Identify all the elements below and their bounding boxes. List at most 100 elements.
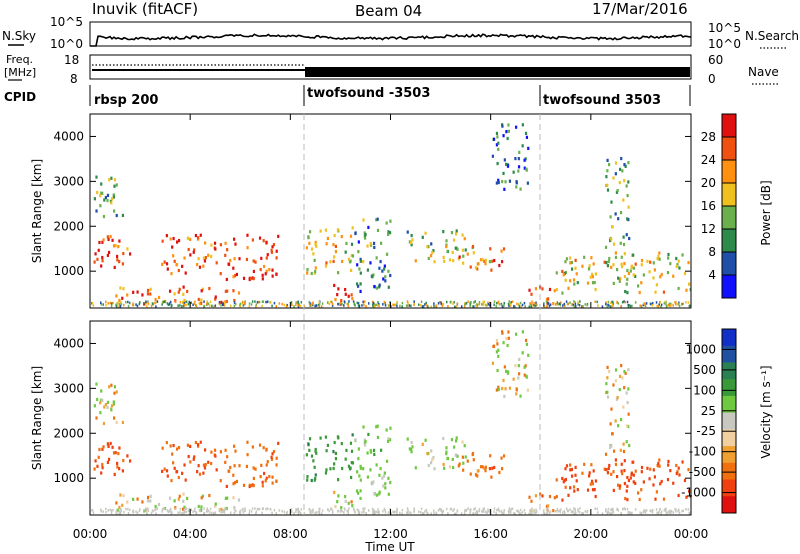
echo-cell [211, 304, 213, 308]
echo-cell [125, 507, 127, 511]
echo-cell [426, 244, 429, 249]
echo-cell [354, 438, 357, 442]
echo-cell [623, 481, 627, 486]
echo-cell [426, 304, 428, 307]
echo-cell [181, 471, 184, 475]
echo-cell [125, 300, 127, 304]
echo-cell [113, 178, 116, 182]
echo-cell [333, 490, 336, 495]
echo-cell [285, 304, 288, 308]
echo-cell [498, 470, 501, 475]
echo-cell [628, 443, 631, 448]
echo-cell [271, 274, 274, 278]
echo-cell [372, 508, 375, 512]
echo-cell [505, 162, 508, 166]
echo-cell [579, 507, 581, 510]
echo-cell [625, 282, 628, 286]
echo-cell [163, 300, 166, 304]
echo-cell [224, 507, 226, 510]
echo-cell [651, 509, 654, 512]
echo-cell [657, 254, 660, 259]
echo-cell [306, 478, 309, 482]
echo-cell [506, 136, 509, 141]
echo-cell [567, 493, 570, 497]
echo-cell [442, 229, 445, 234]
echo-cell [594, 507, 596, 510]
echo-cell [619, 211, 623, 215]
echo-cell [350, 242, 354, 246]
echo-cell [519, 187, 522, 191]
echo-cell [617, 217, 620, 221]
echo-cell [645, 302, 648, 305]
echo-cell [512, 377, 515, 381]
echo-cell [357, 457, 360, 461]
echo-cell [351, 226, 354, 230]
echo-cell [435, 304, 438, 308]
echo-cell [534, 511, 537, 514]
echo-cell [321, 509, 324, 512]
echo-cell [315, 451, 318, 455]
cpid-panel: CPID rbsp 200 twofsound -3503 twofsound … [4, 85, 691, 108]
echo-cell [620, 156, 623, 161]
echo-cell [475, 511, 477, 514]
echo-cell [136, 497, 139, 501]
echo-cell [448, 258, 452, 262]
echo-cell [520, 512, 522, 515]
echo-cell [182, 292, 185, 296]
echo-cell [642, 303, 645, 307]
echo-cell [584, 510, 587, 513]
echo-cell [413, 303, 415, 306]
echo-cell [590, 479, 594, 483]
echo-cell [177, 268, 180, 273]
echo-cell [375, 425, 378, 429]
echo-cell [648, 270, 651, 274]
echo-cell [387, 232, 390, 237]
echo-cell [665, 303, 667, 306]
echo-cell [329, 507, 332, 511]
echo-cell [163, 260, 166, 264]
echo-cell [382, 510, 384, 513]
echo-cell [447, 511, 449, 515]
echo-cell [367, 432, 370, 437]
echo-cell [115, 390, 118, 394]
echo-cell [307, 236, 310, 240]
echo-cell [185, 303, 187, 307]
cpid-segment-1: rbsp 200 [94, 93, 158, 108]
echo-cell [443, 466, 446, 470]
echo-cell [525, 135, 529, 139]
echo-cell [365, 304, 367, 308]
echo-cell [392, 303, 394, 307]
echo-cell [548, 304, 551, 308]
echo-cell [588, 474, 591, 478]
echo-cell [375, 463, 378, 467]
echo-cell [482, 507, 485, 511]
echo-cell [136, 304, 139, 308]
echo-cell [207, 509, 210, 513]
echo-cell [357, 302, 360, 305]
echo-cell [482, 510, 485, 513]
echo-cell [664, 507, 667, 511]
echo-cell [603, 260, 606, 264]
echo-cell [192, 250, 195, 254]
echo-cell [132, 497, 135, 501]
echo-cell [610, 407, 613, 411]
echo-cell [308, 300, 310, 304]
echo-cell [456, 302, 459, 305]
echo-cell [609, 305, 612, 308]
echo-cell [451, 457, 454, 461]
echo-cell [183, 303, 186, 307]
echo-cell [518, 512, 521, 515]
echo-cell [189, 460, 192, 464]
echo-cell [273, 301, 276, 305]
echo-cell [413, 300, 415, 303]
echo-cell [627, 478, 631, 483]
echo-cell [667, 252, 670, 257]
echo-cell [669, 511, 671, 515]
echo-cell [658, 458, 661, 462]
echo-cell [238, 511, 241, 514]
echo-cell [347, 464, 351, 468]
echo-cell [623, 163, 626, 167]
echo-cell [439, 508, 442, 511]
echo-cell [493, 510, 495, 513]
echo-cell [173, 292, 176, 296]
